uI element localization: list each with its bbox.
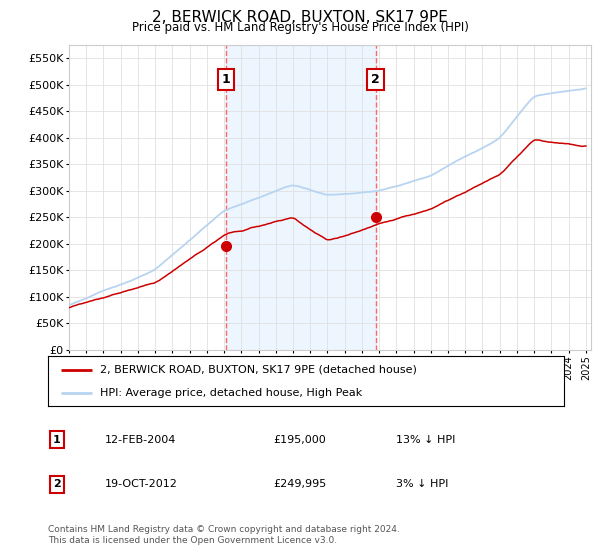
Bar: [226, 45, 376, 350]
Text: £195,000: £195,000: [273, 435, 326, 445]
Text: 2, BERWICK ROAD, BUXTON, SK17 9PE (detached house): 2, BERWICK ROAD, BUXTON, SK17 9PE (detac…: [100, 365, 416, 375]
Text: £249,995: £249,995: [273, 479, 326, 489]
Text: 2: 2: [53, 479, 61, 489]
Text: 12-FEB-2004: 12-FEB-2004: [105, 435, 176, 445]
Text: Contains HM Land Registry data © Crown copyright and database right 2024.
This d: Contains HM Land Registry data © Crown c…: [48, 525, 400, 545]
Text: Price paid vs. HM Land Registry's House Price Index (HPI): Price paid vs. HM Land Registry's House …: [131, 21, 469, 34]
Text: 1: 1: [222, 73, 230, 86]
Text: 13% ↓ HPI: 13% ↓ HPI: [396, 435, 455, 445]
Text: 19-OCT-2012: 19-OCT-2012: [105, 479, 178, 489]
Text: 1: 1: [53, 435, 61, 445]
Text: HPI: Average price, detached house, High Peak: HPI: Average price, detached house, High…: [100, 389, 362, 398]
Text: 2: 2: [371, 73, 380, 86]
Text: 3% ↓ HPI: 3% ↓ HPI: [396, 479, 448, 489]
Text: 2, BERWICK ROAD, BUXTON, SK17 9PE: 2, BERWICK ROAD, BUXTON, SK17 9PE: [152, 10, 448, 25]
